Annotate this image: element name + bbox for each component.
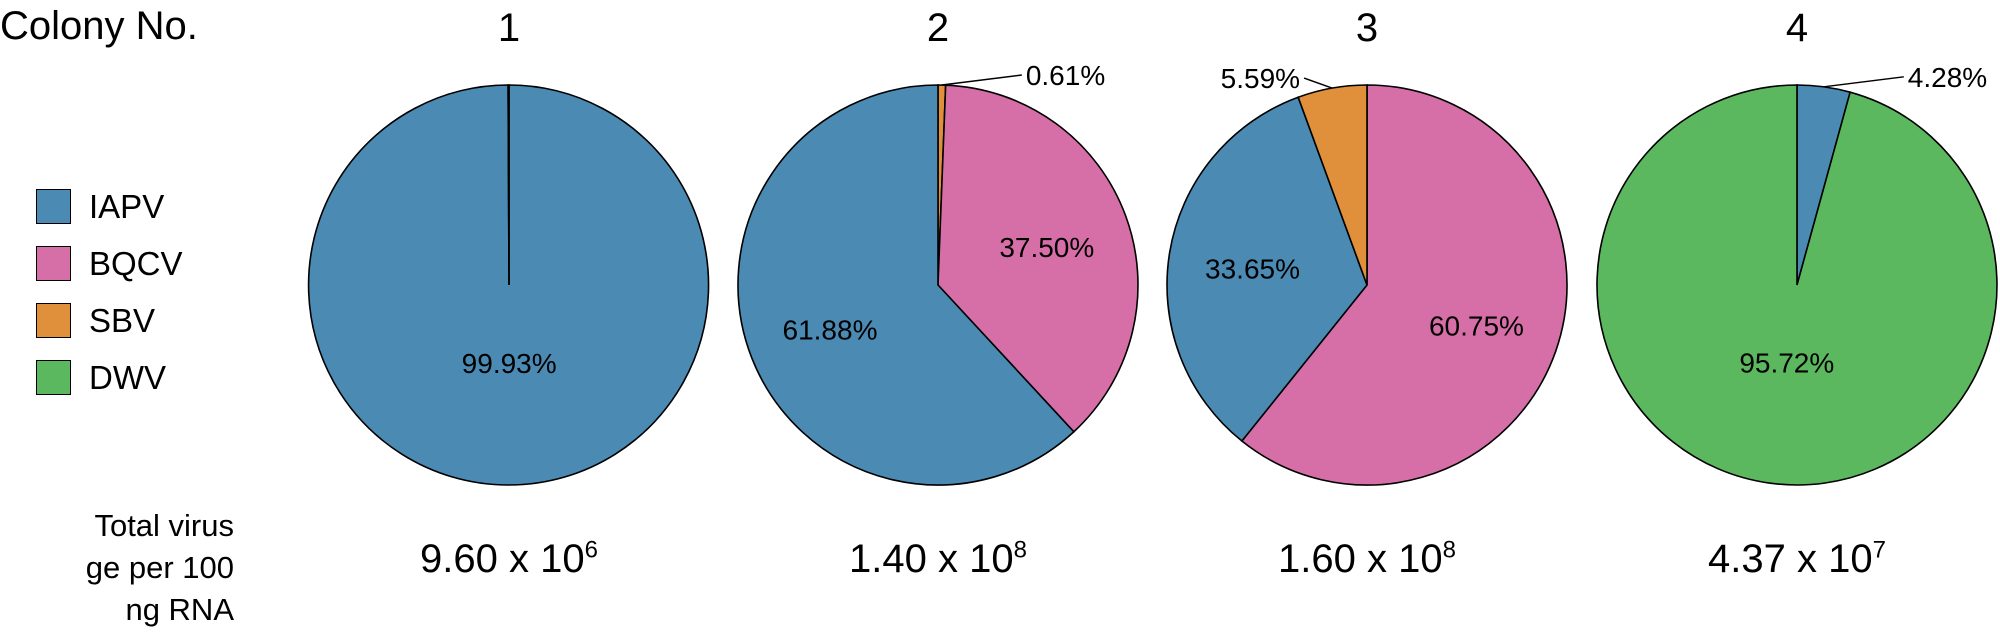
pie-3-slice-iapv [1166,96,1368,443]
total-exponent-2: 8 [1013,536,1027,564]
legend-item-dwv: DWV [36,349,183,406]
total-value-colony-1: 9.60 x 106 [420,537,598,582]
pie-2-slice-iapv [737,84,1075,486]
pie-4-leader-iapv [1823,76,1904,88]
colony-label-3: 3 [1355,6,1379,50]
total-mantissa-3: 1.60 x 10 [1278,537,1443,581]
legend-label-sbv: SBV [89,301,156,339]
legend-item-bqcv: BQCV [36,235,183,292]
total-value-colony-2: 1.40 x 108 [849,537,1027,582]
colony-label-2: 2 [926,6,950,50]
legend-swatch-dwv [36,360,71,395]
colony-label-1: 1 [497,6,521,50]
pie-3-label-bqcv: 60.75% [1429,310,1524,341]
total-exponent-3: 8 [1442,536,1456,564]
legend-swatch-iapv [36,189,71,224]
legend-label-dwv: DWV [89,358,166,396]
pie-2-label-iapv: 61.88% [783,314,878,345]
total-value-colony-3: 1.60 x 108 [1278,537,1456,582]
total-label-line-1: Total virus [94,508,234,543]
pie-4-label-iapv: 4.28% [1908,62,1987,93]
total-mantissa-1: 9.60 x 10 [420,537,585,581]
pie-4-label-dwv: 95.72% [1739,347,1834,378]
legend-label-iapv: IAPV [89,187,165,225]
total-label-line-3: ng RNA [125,592,234,627]
legend-swatch-sbv [36,303,71,338]
pie-3-slice-bqcv [1240,84,1568,486]
legend-label-bqcv: BQCV [89,244,183,282]
total-mantissa-2: 1.40 x 10 [849,537,1014,581]
total-virus-label: Total virus ge per 100 ng RNA [14,505,234,631]
total-exponent-4: 7 [1872,536,1886,564]
pie-3-label-iapv: 33.65% [1205,253,1300,284]
pie-2-label-sbv: 0.61% [1026,60,1105,91]
pie-4-slice-dwv [1596,84,1998,486]
legend-item-iapv: IAPV [36,178,183,235]
pie-2-label-bqcv: 37.50% [999,232,1094,263]
pie-2-leader-sbv [941,74,1022,86]
legend-swatch-bqcv [36,246,71,281]
pie-2-slice-bqcv [937,84,1139,433]
pie-1-label-iapv: 99.93% [462,348,557,379]
pie-3-leader-sbv [1303,77,1333,89]
pie-3-label-sbv: 5.59% [1221,63,1300,94]
legend-item-sbv: SBV [36,292,183,349]
total-label-line-2: ge per 100 [85,550,234,585]
colony-label-4: 4 [1785,6,1809,50]
total-mantissa-4: 4.37 x 10 [1708,537,1873,581]
legend: IAPV BQCV SBV DWV [36,178,183,406]
total-exponent-1: 6 [584,536,598,564]
pie-1-slice-bqcv [507,84,510,286]
pie-3-slice-sbv [1297,84,1368,286]
total-value-colony-4: 4.37 x 107 [1708,537,1886,582]
row-label-colony: Colony No. [0,4,198,48]
